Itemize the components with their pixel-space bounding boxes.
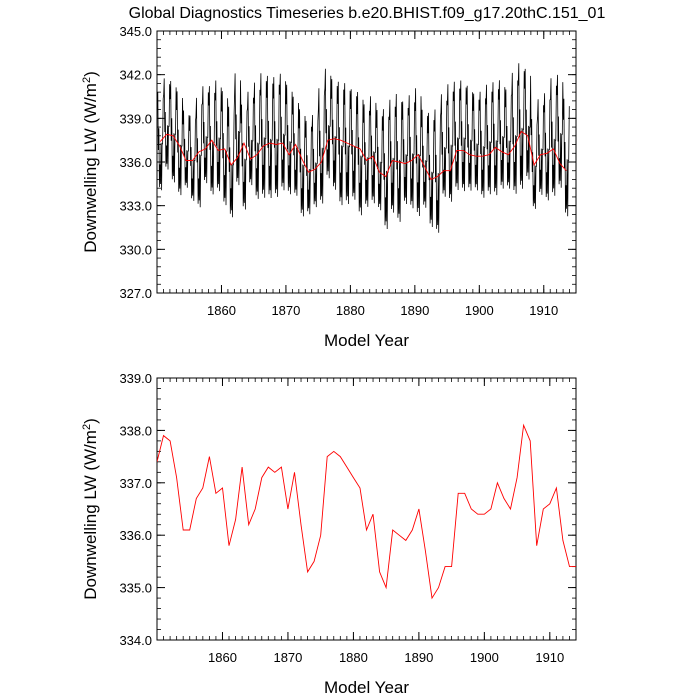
y-tick-label: 342.0 — [119, 68, 152, 83]
y-axis-label: Downwelling LW (W/m2) — [81, 71, 100, 253]
x-axis-label: Model Year — [324, 678, 409, 697]
x-tick-label: 1910 — [529, 303, 558, 318]
annual-series-line — [157, 423, 576, 600]
y-tick-label: 336.0 — [119, 528, 152, 543]
x-tick-label: 1870 — [273, 650, 302, 665]
x-tick-label: 1880 — [336, 303, 365, 318]
bottom-panel: 334.0 335.0 336.0 337.0 338.0 339.0 1860 1870 18… — [81, 371, 577, 697]
plot-frame — [156, 377, 577, 641]
y-tick-label: 330.0 — [119, 242, 152, 257]
y-tick-label: 345.0 — [119, 24, 152, 39]
y-tick-label: 336.0 — [119, 155, 152, 170]
x-tick-label: 1860 — [208, 650, 237, 665]
y-tick-label: 337.0 — [119, 476, 152, 491]
x-axis-label: Model Year — [324, 331, 409, 350]
y-tick-label: 327.0 — [119, 286, 152, 301]
x-tick-label: 1860 — [207, 303, 236, 318]
x-tick-label: 1900 — [470, 650, 499, 665]
annual-series-line — [159, 130, 567, 181]
y-tick-label: 339.0 — [119, 371, 152, 386]
y-tick-label: 334.0 — [119, 633, 152, 648]
x-tick-label: 1870 — [271, 303, 300, 318]
y-tick-label: 339.0 — [119, 111, 152, 126]
x-tick-label: 1890 — [404, 650, 433, 665]
y-tick-label: 335.0 — [119, 581, 152, 596]
x-tick-label: 1880 — [339, 650, 368, 665]
monthly-series-line — [157, 63, 570, 233]
y-tick-label: 333.0 — [119, 199, 152, 214]
y-axis-label: Downwelling LW (W/m2) — [81, 418, 100, 600]
y-tick-label: 338.0 — [119, 423, 152, 438]
x-tick-label: 1900 — [465, 303, 494, 318]
x-tick-label: 1890 — [400, 303, 429, 318]
figure-title: Global Diagnostics Timeseries b.e20.BHIS… — [129, 5, 606, 22]
top-panel: 327.0 330.0 333.0 336.0 339.0 342.0 345.0 1860 1… — [81, 24, 577, 350]
x-tick-label: 1910 — [535, 650, 564, 665]
